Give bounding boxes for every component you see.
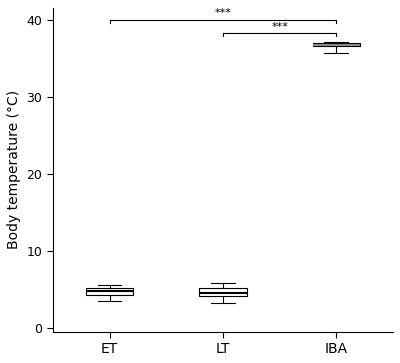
Text: ***: *** — [214, 8, 231, 19]
Bar — [199, 288, 247, 296]
Y-axis label: Body temperature (°C): Body temperature (°C) — [7, 90, 21, 249]
Text: ***: *** — [271, 22, 288, 32]
Bar — [312, 43, 360, 46]
Bar — [86, 288, 133, 295]
